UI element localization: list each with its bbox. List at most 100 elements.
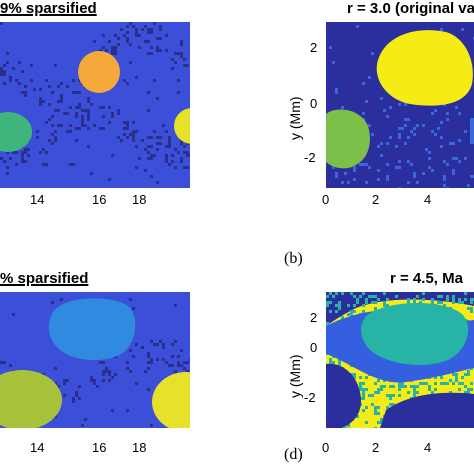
noise-pixel	[443, 304, 446, 307]
noise-pixel	[36, 136, 39, 139]
noise-pixel	[374, 307, 377, 310]
noise-pixel	[27, 154, 30, 157]
noise-pixel	[126, 127, 129, 130]
noise-pixel	[21, 160, 24, 163]
noise-pixel	[30, 64, 33, 67]
noise-pixel	[87, 145, 90, 148]
noise-pixel	[458, 388, 461, 391]
noise-pixel	[377, 298, 380, 301]
noise-pixel	[12, 151, 15, 154]
noise-pixel	[356, 415, 359, 418]
noise-pixel	[362, 163, 365, 166]
noise-pixel	[30, 79, 33, 82]
noise-pixel	[39, 151, 42, 154]
noise-pixel	[428, 388, 431, 391]
noise-pixel	[165, 34, 168, 37]
panel-a-title: 9% sparsified	[0, 0, 97, 17]
noise-pixel	[332, 295, 335, 298]
noise-pixel	[338, 361, 341, 364]
noise-pixel	[413, 301, 416, 304]
noise-pixel	[150, 361, 153, 364]
noise-pixel	[54, 64, 57, 67]
noise-pixel	[467, 184, 470, 187]
noise-pixel	[159, 49, 162, 52]
noise-pixel	[99, 361, 102, 364]
noise-pixel	[389, 397, 392, 400]
noise-pixel	[422, 292, 425, 295]
noise-pixel	[398, 187, 401, 188]
noise-pixel	[117, 112, 120, 115]
noise-pixel	[377, 421, 380, 424]
noise-pixel	[90, 172, 93, 175]
noise-pixel	[114, 52, 117, 55]
noise-pixel	[380, 154, 383, 157]
noise-pixel	[165, 145, 168, 148]
noise-pixel	[180, 55, 183, 58]
noise-pixel	[78, 79, 81, 82]
noise-pixel	[75, 106, 78, 109]
noise-pixel	[392, 385, 395, 388]
noise-pixel	[54, 367, 57, 370]
noise-pixel	[365, 388, 368, 391]
noise-pixel	[108, 106, 111, 109]
noise-pixel	[407, 301, 410, 304]
noise-pixel	[48, 139, 51, 142]
noise-pixel	[75, 127, 78, 130]
noise-pixel	[332, 166, 335, 169]
noise-pixel	[78, 397, 81, 400]
noise-pixel	[416, 181, 419, 184]
noise-pixel	[69, 130, 72, 133]
noise-pixel	[132, 133, 135, 136]
panel-d-upper-dark	[326, 292, 474, 326]
noise-pixel	[174, 340, 177, 343]
noise-pixel	[54, 139, 57, 142]
noise-pixel	[377, 388, 380, 391]
noise-pixel	[159, 28, 162, 31]
noise-pixel	[380, 142, 383, 145]
noise-pixel	[51, 91, 54, 94]
noise-pixel	[464, 385, 467, 388]
noise-pixel	[359, 163, 362, 166]
noise-pixel	[180, 52, 183, 55]
noise-pixel	[147, 145, 150, 148]
noise-pixel	[72, 79, 75, 82]
noise-pixel	[428, 157, 431, 160]
noise-pixel	[54, 136, 57, 139]
noise-pixel	[51, 133, 54, 136]
noise-pixel	[365, 298, 368, 301]
noise-pixel	[449, 142, 452, 145]
noise-pixel	[90, 376, 93, 379]
noise-pixel	[461, 382, 464, 385]
noise-pixel	[105, 370, 108, 373]
panel-b-ytick: 0	[310, 96, 318, 111]
noise-pixel	[177, 79, 180, 82]
noise-pixel	[395, 295, 398, 298]
noise-pixel	[51, 124, 54, 127]
noise-pixel	[117, 37, 120, 40]
noise-pixel	[434, 388, 437, 391]
noise-pixel	[129, 370, 132, 373]
noise-pixel	[171, 355, 174, 358]
panel-b-yellow-blob	[376, 30, 473, 106]
noise-pixel	[458, 160, 461, 163]
noise-pixel	[470, 175, 473, 178]
noise-pixel	[150, 46, 153, 49]
noise-pixel	[21, 154, 24, 157]
noise-pixel	[392, 394, 395, 397]
noise-pixel	[395, 166, 398, 169]
noise-pixel	[129, 349, 132, 352]
noise-pixel	[24, 94, 27, 97]
noise-pixel	[443, 178, 446, 181]
noise-pixel	[66, 85, 69, 88]
noise-pixel	[126, 40, 129, 43]
noise-pixel	[174, 61, 177, 64]
noise-pixel	[464, 298, 467, 301]
noise-pixel	[156, 358, 159, 361]
noise-pixel	[407, 136, 410, 139]
panel-a-noise	[0, 22, 190, 184]
noise-pixel	[114, 49, 117, 52]
noise-pixel	[362, 388, 365, 391]
noise-pixel	[377, 178, 380, 181]
noise-pixel	[129, 22, 132, 25]
noise-pixel	[63, 379, 66, 382]
